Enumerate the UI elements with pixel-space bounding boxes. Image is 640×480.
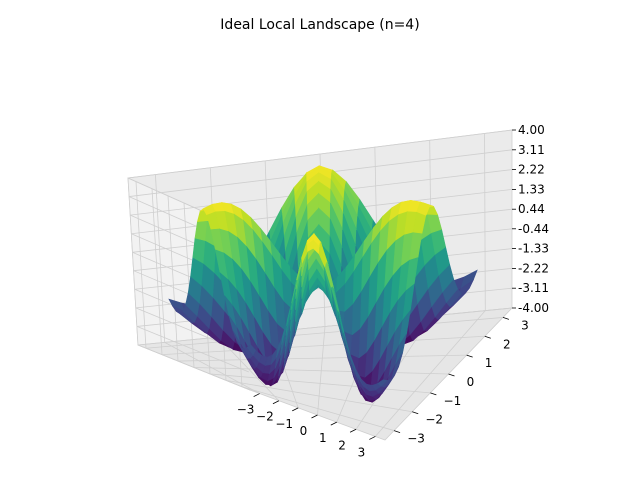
- grid-y-floor-4: [177, 354, 467, 362]
- y-tick-mark: [502, 317, 510, 320]
- z-tick-label: -3.11: [518, 281, 549, 295]
- z-tick-label: 3.11: [518, 143, 545, 157]
- z-tick-label: -1.33: [518, 242, 549, 256]
- grid-z-back-9: [127, 129, 513, 179]
- x-tick-mark: [253, 393, 260, 397]
- y-tick-mark: [466, 354, 473, 358]
- y-tick-mark: [448, 373, 455, 377]
- x-tick-label: 3: [358, 445, 366, 459]
- x-tick-mark: [292, 407, 299, 412]
- x-tick-mark: [272, 400, 280, 405]
- y-tick-label: 0: [467, 375, 475, 389]
- grid-y-floor-1: [225, 379, 413, 413]
- z-tick-label: -0.44: [518, 222, 549, 236]
- grid-y-left-6: [135, 181, 147, 349]
- surface-patch: [376, 379, 388, 387]
- y-tick-label: 2: [503, 337, 511, 351]
- grid-y-floor-6: [145, 317, 503, 349]
- y-tick-label: −3: [407, 432, 425, 446]
- y-tick-label: 1: [485, 356, 493, 370]
- x-tick-label: −2: [256, 410, 274, 424]
- z-tick-label: 4.00: [518, 123, 545, 137]
- grid-y-left-4: [167, 195, 179, 362]
- grid-y-floor-3: [193, 367, 449, 375]
- z-tick-label: 0.44: [518, 202, 545, 216]
- grid-z-left-1: [136, 326, 250, 373]
- x-tick-mark: [369, 436, 376, 440]
- x-tick-mark: [330, 421, 337, 426]
- y-tick-mark: [393, 430, 401, 433]
- grid-x-back-0: [155, 174, 166, 343]
- y-tick-label: 3: [521, 318, 529, 332]
- y-tick-mark: [430, 392, 437, 396]
- x-tick-label: −1: [275, 417, 293, 431]
- y-tick-label: −1: [444, 394, 462, 408]
- grid-y-left-5: [151, 188, 163, 355]
- x-tick-mark: [311, 414, 318, 419]
- x-tick-mark: [349, 428, 357, 433]
- z-tick-label: -4.00: [518, 301, 549, 315]
- x-tick-label: 2: [338, 438, 346, 452]
- x-tick-label: 0: [300, 424, 308, 438]
- y-tick-mark: [412, 411, 419, 415]
- y-tick-mark: [484, 335, 491, 339]
- grid-z-back-0: [137, 307, 513, 346]
- grid-y-floor-0: [241, 386, 395, 431]
- axes: −3−2−10123−3−2−10123-4.00-3.11-2.22-1.33…: [237, 123, 549, 459]
- x-tick-label: −3: [237, 403, 255, 417]
- grid-x-back-6: [484, 133, 486, 311]
- x-tick-label: 1: [319, 431, 327, 445]
- z-tick-label: -2.22: [518, 261, 549, 275]
- surface: [168, 165, 478, 403]
- grid-z-left-0: [137, 344, 251, 391]
- z-tick-label: 1.33: [518, 182, 545, 196]
- chart-title: Ideal Local Landscape (n=4): [220, 17, 419, 33]
- grid-y-floor-5: [161, 335, 485, 356]
- y-tick-label: −2: [425, 413, 443, 427]
- grid-y-floor-2: [209, 373, 431, 394]
- z-tick-label: 2.22: [518, 163, 545, 177]
